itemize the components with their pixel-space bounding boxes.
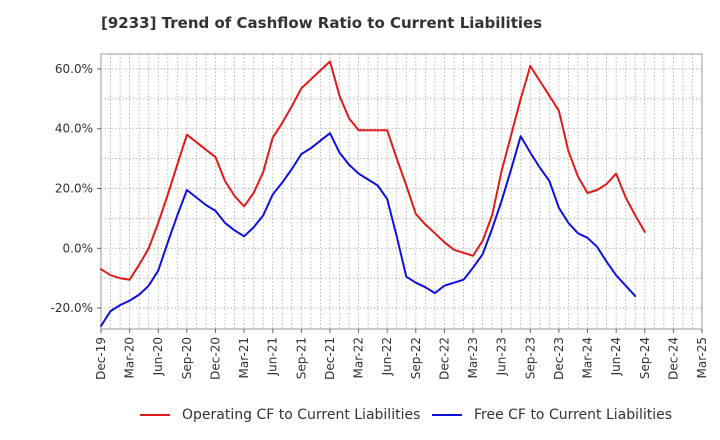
y-tick-label: 60.0% [55, 62, 93, 76]
y-tick-label: 20.0% [55, 182, 93, 196]
x-tick-label: Sep-24 [638, 337, 652, 379]
x-tick-label: Mar-20 [123, 337, 137, 378]
x-axis-tick-labels: Dec-19 Mar-20 Jun-20 Sep-20 Dec-20 Mar-21 Jun-… [94, 329, 709, 380]
x-tick-label: Mar-22 [352, 337, 366, 378]
grid-lines [100, 54, 703, 329]
x-tick-label: Jun-24 [609, 337, 623, 376]
x-tick-label: Dec-24 [666, 337, 680, 380]
plot-area-frame [100, 53, 703, 330]
series-line-free-cf [100, 132, 637, 327]
y-tick-label: 40.0% [55, 122, 93, 136]
series-lines [100, 60, 646, 327]
x-tick-label: Sep-20 [180, 337, 194, 379]
legend-item-operating-cf: Operating CF to Current Liabilities [140, 406, 420, 424]
y-tick-label: 0.0% [63, 241, 94, 255]
x-tick-label: Jun-23 [495, 337, 509, 376]
x-tick-label: Sep-21 [294, 337, 308, 379]
legend-swatch-free-cf [432, 414, 462, 416]
series-line-operating-cf [100, 60, 646, 281]
x-tick-label: Jun-22 [380, 337, 394, 376]
x-tick-label: Dec-22 [437, 337, 451, 380]
legend-item-free-cf: Free CF to Current Liabilities [432, 406, 672, 424]
chart-title: [9233] Trend of Cashflow Ratio to Curren… [101, 14, 543, 32]
x-tick-label: Mar-24 [581, 337, 595, 378]
x-tick-label: Dec-20 [208, 337, 222, 380]
legend-label-free-cf: Free CF to Current Liabilities [474, 407, 673, 423]
x-tick-label: Sep-23 [523, 337, 537, 379]
x-tick-label: Dec-21 [323, 337, 337, 380]
x-tick-label: Dec-23 [552, 337, 566, 380]
legend-label-operating-cf: Operating CF to Current Liabilities [182, 407, 421, 423]
x-tick-label: Dec-19 [94, 337, 108, 380]
y-tick-label: -20.0% [51, 301, 93, 315]
y-axis-tick-labels: 60.0% 40.0% 20.0% 0.0% -20.0% [51, 62, 101, 315]
x-tick-label: Mar-23 [466, 337, 480, 378]
x-tick-label: Mar-21 [237, 337, 251, 378]
x-tick-label: Jun-20 [151, 337, 165, 376]
x-tick-label: Jun-21 [266, 337, 280, 376]
x-tick-label: Mar-25 [695, 337, 709, 378]
legend-swatch-operating-cf [140, 414, 170, 416]
x-tick-label: Sep-22 [409, 337, 423, 379]
